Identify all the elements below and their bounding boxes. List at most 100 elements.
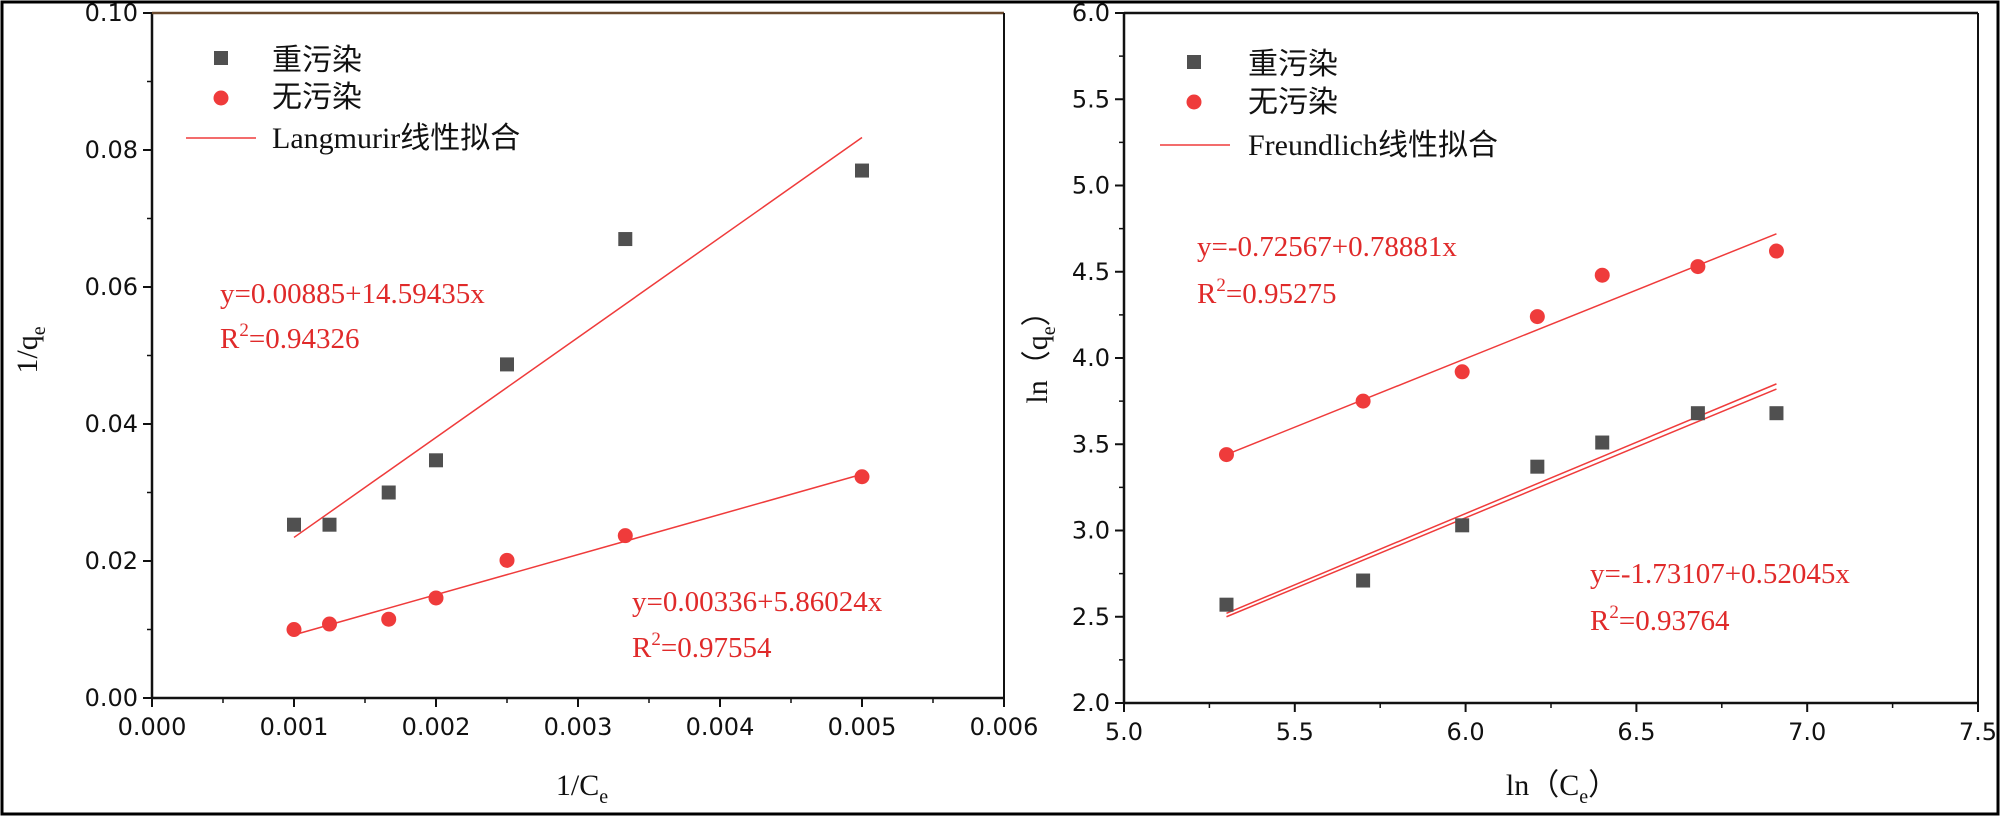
data-point-clean bbox=[381, 611, 397, 627]
x-title-sub: e bbox=[1579, 786, 1588, 808]
freundlich-data-points bbox=[1218, 243, 1784, 612]
y-tick-label: 3.0 bbox=[1072, 517, 1110, 545]
data-point-heavy bbox=[381, 485, 396, 500]
y-tick-label: 4.0 bbox=[1072, 344, 1110, 372]
r2-heavy: R2=0.93764 bbox=[1590, 602, 1730, 637]
y-title-sub: e bbox=[1038, 326, 1060, 335]
eq-clean: y=0.00336+5.86024x bbox=[632, 586, 883, 618]
data-point-clean bbox=[1355, 393, 1371, 409]
r2-superscript: 2 bbox=[651, 629, 661, 650]
x-tick-label: 6.0 bbox=[1447, 718, 1485, 746]
data-point-heavy bbox=[855, 163, 869, 178]
legend-label-clean: 无污染 bbox=[1248, 86, 1338, 119]
freundlich-annotation-heavy: y=-1.73107+0.52045x R2=0.93764 bbox=[1590, 558, 1850, 637]
x-title-main: ln（C bbox=[1506, 769, 1579, 802]
y-tick-label: 4.5 bbox=[1072, 258, 1110, 286]
data-point-clean bbox=[499, 552, 515, 568]
x-tick-label: 0.002 bbox=[402, 713, 471, 741]
x-title-sub: e bbox=[599, 786, 608, 808]
eq-clean: y=-0.72567+0.78881x bbox=[1197, 231, 1457, 263]
x-tick-label: 0.003 bbox=[544, 713, 613, 741]
x-title-end: ） bbox=[1588, 769, 1618, 802]
legend-label-clean: 无污染 bbox=[272, 81, 362, 114]
y-tick-label: 2.5 bbox=[1072, 603, 1110, 631]
eq-heavy: y=-1.73107+0.52045x bbox=[1590, 558, 1850, 590]
data-point-clean bbox=[1218, 447, 1234, 463]
fit-line bbox=[293, 473, 863, 636]
r2-clean: R2=0.95275 bbox=[1197, 275, 1336, 310]
langmuir-annotation-clean: y=0.00336+5.86024x R2=0.97554 bbox=[632, 586, 883, 664]
langmuir-fit-lines bbox=[293, 136, 863, 636]
data-point-clean bbox=[1594, 267, 1610, 283]
freundlich-chart: 5.0 5.5 6.0 6.5 7.0 7.5 2.0 2.5 3.0 3.5 4.0 4.5 5.0 5… bbox=[1021, 0, 1997, 808]
y-tick-label: 0.10 bbox=[85, 0, 138, 27]
legend-label-fit: Langmurir线性拟合 bbox=[272, 122, 520, 155]
data-point-heavy bbox=[287, 517, 301, 532]
legend-label-heavy: 重污染 bbox=[1248, 48, 1338, 81]
legend-marker-clean bbox=[213, 90, 229, 106]
y-title-main: ln（q bbox=[1021, 335, 1054, 403]
data-point-heavy bbox=[1219, 597, 1234, 612]
y-tick-label: 3.5 bbox=[1072, 430, 1110, 458]
data-point-heavy bbox=[1769, 406, 1784, 421]
x-tick-label: 0.001 bbox=[260, 713, 329, 741]
data-point-heavy bbox=[1595, 435, 1610, 450]
x-title-main: 1/C bbox=[556, 769, 599, 802]
legend-marker-clean bbox=[1186, 94, 1202, 110]
x-tick-label: 5.5 bbox=[1276, 718, 1314, 746]
freundlich-x-axis-title: ln（Ce） bbox=[1506, 769, 1618, 808]
r2-superscript: 2 bbox=[1216, 275, 1226, 296]
freundlich-fit-lines bbox=[1226, 233, 1777, 618]
y-title-main: 1/q bbox=[11, 335, 44, 373]
fit-line bbox=[1226, 383, 1777, 614]
y-tick-label: 0.04 bbox=[85, 410, 138, 438]
x-tick-label: 5.0 bbox=[1105, 718, 1143, 746]
data-point-heavy bbox=[1356, 573, 1371, 588]
r2-value: =0.93764 bbox=[1619, 605, 1730, 637]
r2-value: =0.97554 bbox=[661, 632, 772, 664]
data-point-clean bbox=[1529, 309, 1545, 325]
fit-line bbox=[293, 136, 863, 539]
r2-symbol: R bbox=[1590, 605, 1610, 637]
data-point-clean bbox=[322, 616, 337, 632]
langmuir-annotation-heavy: y=0.00885+14.59435x R2=0.94326 bbox=[220, 278, 485, 355]
langmuir-chart: 0.000 0.001 0.002 0.003 0.004 0.005 0.006 0.00 0… bbox=[11, 0, 1038, 808]
data-point-clean bbox=[617, 528, 633, 544]
r2-heavy: R2=0.94326 bbox=[220, 320, 359, 355]
data-point-heavy bbox=[429, 453, 443, 468]
r2-superscript: 2 bbox=[1609, 602, 1619, 623]
data-point-heavy bbox=[618, 232, 633, 247]
r2-superscript: 2 bbox=[239, 320, 249, 341]
langmuir-x-axis-title: 1/Ce bbox=[556, 769, 608, 808]
x-tick-label: 7.0 bbox=[1788, 718, 1826, 746]
langmuir-y-axis-title: 1/qe bbox=[11, 326, 50, 373]
legend-marker-heavy bbox=[1187, 55, 1201, 69]
fit-line bbox=[1226, 233, 1777, 456]
y-tick-label: 0.06 bbox=[85, 273, 138, 301]
y-tick-label: 6.0 bbox=[1072, 0, 1110, 27]
r2-symbol: R bbox=[632, 632, 652, 664]
data-point-clean bbox=[1454, 364, 1470, 380]
x-tick-label: 0.004 bbox=[686, 713, 755, 741]
data-point-clean bbox=[1690, 259, 1706, 275]
r2-clean: R2=0.97554 bbox=[632, 629, 772, 664]
x-tick-label: 7.5 bbox=[1959, 718, 1997, 746]
data-point-heavy bbox=[1455, 518, 1470, 533]
r2-value: =0.95275 bbox=[1226, 278, 1337, 310]
data-point-clean bbox=[854, 469, 870, 485]
legend-label-fit: Freundlich线性拟合 bbox=[1248, 129, 1498, 162]
data-point-heavy bbox=[1530, 459, 1545, 474]
data-point-heavy bbox=[500, 357, 514, 372]
x-tick-label: 0.005 bbox=[828, 713, 897, 741]
langmuir-data-points bbox=[286, 163, 870, 637]
x-tick-label: 0.000 bbox=[118, 713, 187, 741]
r2-value: =0.94326 bbox=[249, 323, 360, 355]
y-tick-label: 2.0 bbox=[1072, 689, 1110, 717]
y-tick-label: 0.00 bbox=[85, 684, 138, 712]
y-title-end: ） bbox=[1021, 296, 1054, 326]
freundlich-y-axis-title: ln（qe） bbox=[1021, 296, 1060, 403]
data-point-heavy bbox=[322, 517, 337, 532]
